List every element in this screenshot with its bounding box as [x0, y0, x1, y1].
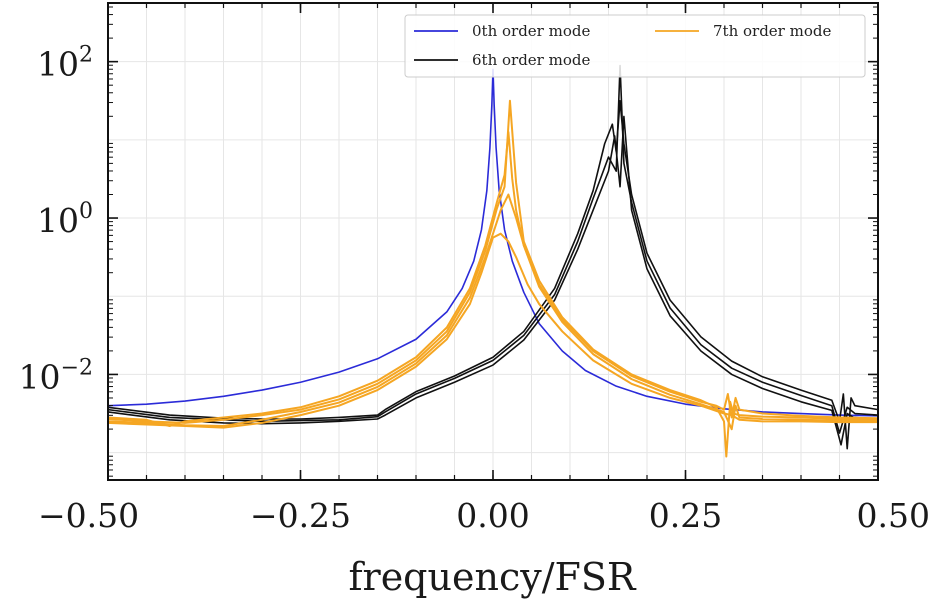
y-tick-label: 10−2 — [19, 355, 93, 396]
x-tick-label: 0.50 — [857, 496, 930, 535]
series-line-6th-order-mode — [107, 64, 879, 434]
series-line-7th-order-mode — [107, 193, 878, 431]
y-tick-label: 102 — [37, 43, 93, 84]
legend-label: 7th order mode — [713, 22, 831, 40]
x-tick-label: 0.25 — [649, 496, 722, 535]
legend-box — [404, 14, 866, 78]
legend-label: 6th order mode — [472, 51, 590, 69]
legend-label: 0th order mode — [472, 22, 590, 40]
x-tick-label: 0.00 — [456, 496, 529, 535]
grid — [108, 3, 879, 480]
series-line-7th-order-mode — [107, 99, 878, 458]
plot-lines — [107, 64, 879, 458]
series-line-0th-order-mode — [107, 68, 879, 417]
series-line-7th-order-mode — [107, 232, 878, 429]
legend-items: 0th order mode 6th order mode 7th order mo… — [414, 22, 831, 69]
series-line-6th-order-mode — [107, 115, 879, 446]
x-tick-label: −0.50 — [38, 496, 139, 535]
x-tick-label: −0.25 — [250, 496, 351, 535]
legend: 0th order mode 6th order mode 7th order mo… — [404, 14, 866, 78]
x-axis-label: frequency/FSR — [348, 555, 636, 599]
ticks: −0.50 −0.25 0.00 0.25 0.50 102 100 10−2 — [19, 3, 930, 535]
y-tick-label: 100 — [37, 199, 93, 240]
